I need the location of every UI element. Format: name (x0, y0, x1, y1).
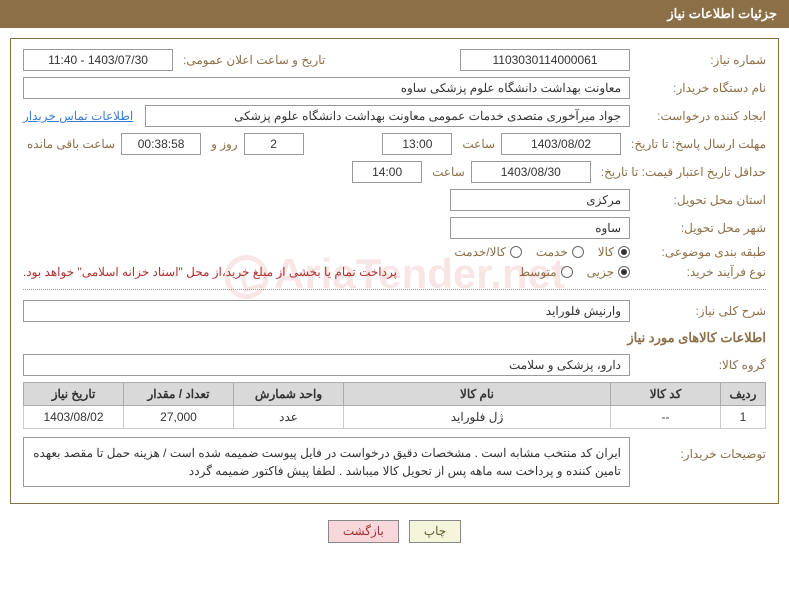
announce-datetime-field: 1403/07/30 - 11:40 (23, 49, 173, 71)
radio-medium-label: متوسط (519, 265, 557, 279)
th-date: تاریخ نیاز (24, 383, 124, 406)
min-valid-hour-label: ساعت (428, 165, 465, 179)
subject-class-label: طبقه بندی موضوعی: (636, 245, 766, 259)
cell-code: -- (611, 406, 721, 429)
th-row: ردیف (721, 383, 766, 406)
radio-service[interactable]: خدمت (536, 245, 584, 259)
radio-goods[interactable]: کالا (598, 245, 630, 259)
overall-desc-field: وارنیش فلوراید (23, 300, 630, 322)
radio-medium[interactable]: متوسط (519, 265, 573, 279)
buyer-notes-field: ایران کد منتخب مشابه است . مشخصات دقیق د… (23, 437, 630, 487)
content-panel: شماره نیاز: 1103030114000061 تاریخ و ساع… (10, 38, 779, 504)
radio-minor-label: جزیی (587, 265, 614, 279)
need-number-field: 1103030114000061 (460, 49, 630, 71)
deadline-time-field: 13:00 (382, 133, 452, 155)
print-button[interactable]: چاپ (409, 520, 461, 543)
payment-note: پرداخت تمام یا بخشی از مبلغ خرید،از محل … (23, 265, 405, 279)
province-field: مرکزی (450, 189, 630, 211)
buyer-contact-link[interactable]: اطلاعات تماس خریدار (23, 109, 139, 123)
city-field: ساوه (450, 217, 630, 239)
deadline-hour-label: ساعت (458, 137, 495, 151)
button-row: چاپ بازگشت (0, 514, 789, 549)
page-header: جزئیات اطلاعات نیاز (0, 0, 789, 28)
deadline-date-field: 1403/08/02 (501, 133, 621, 155)
process-type-label: نوع فرآیند خرید: (636, 265, 766, 279)
radio-minor[interactable]: جزیی (587, 265, 630, 279)
remaining-label: ساعت باقی مانده (23, 137, 115, 151)
announce-datetime-label: تاریخ و ساعت اعلان عمومی: (179, 53, 325, 67)
remaining-time-field: 00:38:58 (121, 133, 201, 155)
goods-group-field: دارو، پزشکی و سلامت (23, 354, 630, 376)
table-row: 1 -- ژل فلوراید عدد 27,000 1403/08/02 (24, 406, 766, 429)
deadline-label: مهلت ارسال پاسخ: تا تاریخ: (627, 137, 766, 151)
th-unit: واحد شمارش (234, 383, 344, 406)
province-label: استان محل تحویل: (636, 193, 766, 207)
buyer-org-label: نام دستگاه خریدار: (636, 81, 766, 95)
goods-info-title: اطلاعات کالاهای مورد نیاز (23, 330, 766, 346)
subject-radio-group: کالا خدمت کالا/خدمت (454, 245, 630, 259)
back-button[interactable]: بازگشت (328, 520, 399, 543)
radio-goods-service[interactable]: کالا/خدمت (454, 245, 521, 259)
separator-1 (23, 289, 766, 290)
goods-group-label: گروه کالا: (636, 358, 766, 372)
radio-goods-service-label: کالا/خدمت (454, 245, 505, 259)
remaining-days-field: 2 (244, 133, 304, 155)
min-valid-label: حداقل تاریخ اعتبار قیمت: تا تاریخ: (597, 165, 766, 179)
cell-row: 1 (721, 406, 766, 429)
process-radio-group: جزیی متوسط (519, 265, 630, 279)
radio-goods-label: کالا (598, 245, 614, 259)
cell-date: 1403/08/02 (24, 406, 124, 429)
requester-field: جواد میرآخوری متصدی خدمات عمومی معاونت ب… (145, 105, 630, 127)
radio-service-label: خدمت (536, 245, 568, 259)
requester-label: ایجاد کننده درخواست: (636, 109, 766, 123)
cell-name: ژل فلوراید (344, 406, 611, 429)
need-number-label: شماره نیاز: (636, 53, 766, 67)
th-qty: تعداد / مقدار (124, 383, 234, 406)
buyer-org-field: معاونت بهداشت دانشگاه علوم پزشکی ساوه (23, 77, 630, 99)
table-header-row: ردیف کد کالا نام کالا واحد شمارش تعداد /… (24, 383, 766, 406)
min-valid-date-field: 1403/08/30 (471, 161, 591, 183)
th-code: کد کالا (611, 383, 721, 406)
city-label: شهر محل تحویل: (636, 221, 766, 235)
th-name: نام کالا (344, 383, 611, 406)
min-valid-time-field: 14:00 (352, 161, 422, 183)
buyer-notes-label: توضیحات خریدار: (636, 437, 766, 461)
goods-table: ردیف کد کالا نام کالا واحد شمارش تعداد /… (23, 382, 766, 429)
overall-desc-label: شرح کلی نیاز: (636, 304, 766, 318)
cell-qty: 27,000 (124, 406, 234, 429)
day-and-label: روز و (207, 137, 238, 151)
cell-unit: عدد (234, 406, 344, 429)
